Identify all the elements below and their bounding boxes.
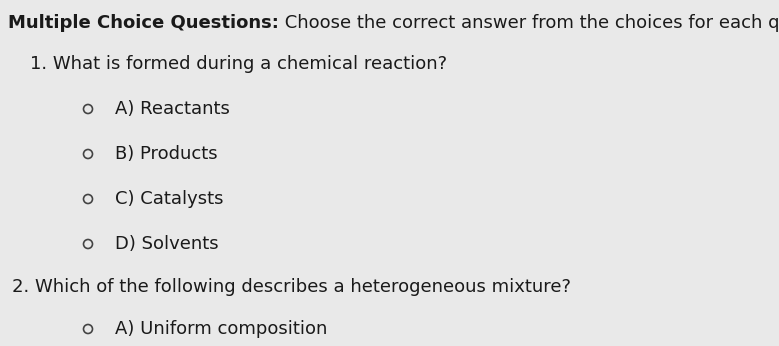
Text: C) Catalysts: C) Catalysts <box>115 190 224 208</box>
Text: A) Uniform composition: A) Uniform composition <box>115 320 327 338</box>
Text: 2. Which of the following describes a heterogeneous mixture?: 2. Which of the following describes a he… <box>12 278 571 296</box>
Text: Choose the correct answer from the choices for each question.: Choose the correct answer from the choic… <box>279 14 779 32</box>
Text: D) Solvents: D) Solvents <box>115 235 219 253</box>
Text: B) Products: B) Products <box>115 145 217 163</box>
Text: 1. What is formed during a chemical reaction?: 1. What is formed during a chemical reac… <box>30 55 447 73</box>
Text: Multiple Choice Questions:: Multiple Choice Questions: <box>8 14 279 32</box>
Text: A) Reactants: A) Reactants <box>115 100 230 118</box>
